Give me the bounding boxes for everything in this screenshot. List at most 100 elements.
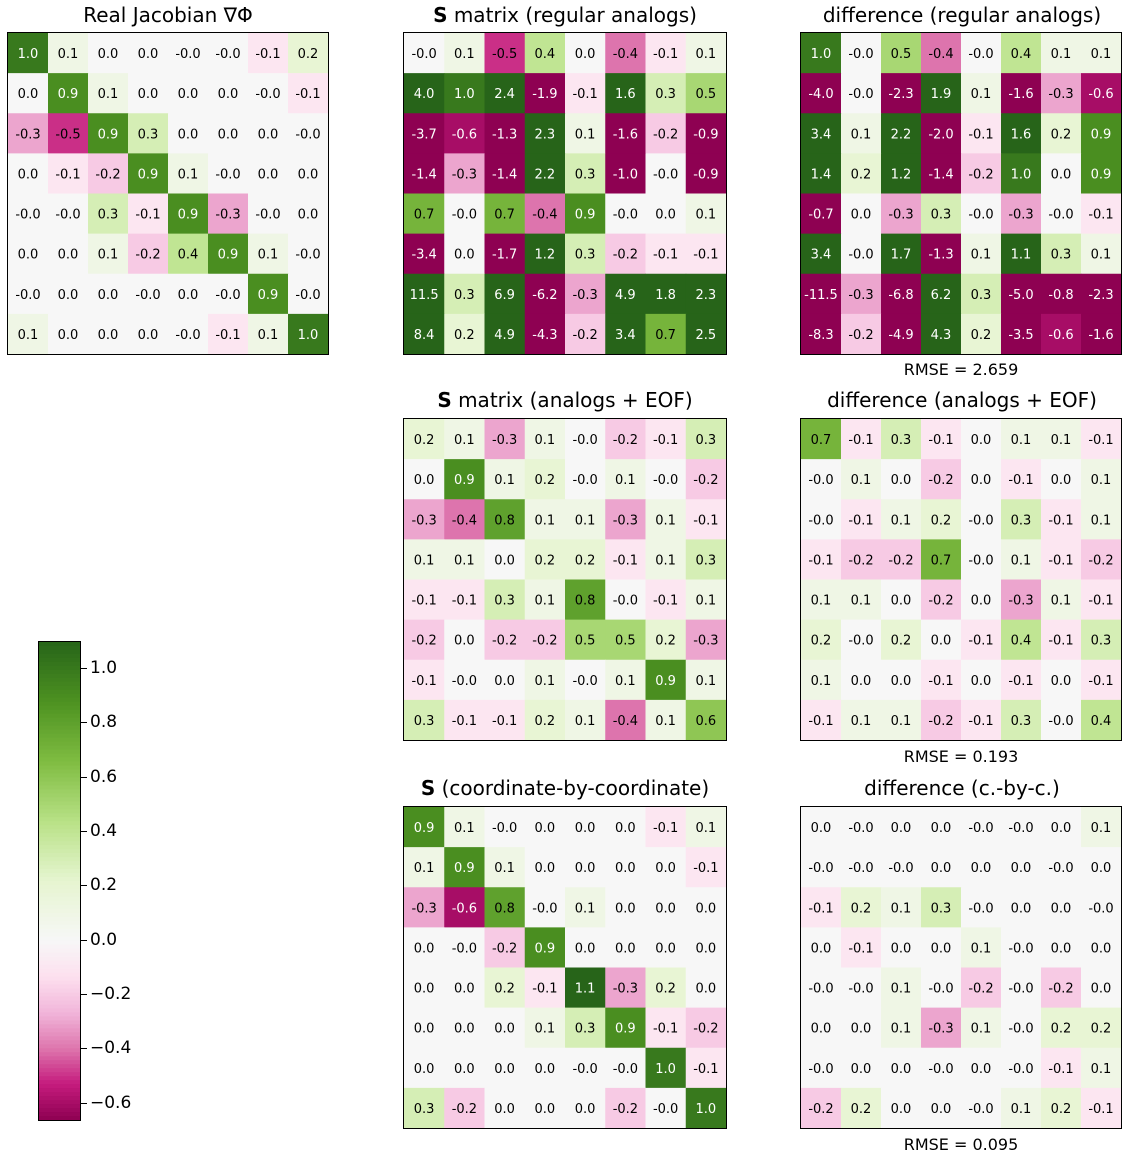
heatmap-cell-label: -4.3 xyxy=(532,328,557,343)
heatmap-cell-label: 0.9 xyxy=(98,127,119,142)
heatmap-cell-label: 0.2 xyxy=(1091,1022,1112,1037)
colorbar xyxy=(38,641,81,1121)
colorbar-band xyxy=(39,1112,80,1117)
heatmap-cell xyxy=(1001,659,1042,701)
heatmap-cell-label: 3.4 xyxy=(811,248,832,263)
heatmap-cell xyxy=(841,193,882,235)
heatmap-cell xyxy=(605,33,646,74)
heatmap-cell xyxy=(248,193,289,235)
heatmap-cell-label: -0.2 xyxy=(492,941,517,956)
heatmap-cell-label: -0.0 xyxy=(215,167,240,182)
heatmap-cell xyxy=(605,313,646,354)
heatmap-cell xyxy=(841,459,882,500)
heatmap-cell-label: 0.0 xyxy=(575,821,596,836)
heatmap-cell-label: -0.0 xyxy=(653,473,678,488)
heatmap-cell-label: 0.0 xyxy=(178,288,199,303)
heatmap-cell xyxy=(88,193,129,235)
heatmap-cell xyxy=(881,73,922,114)
heatmap-cell-label: -4.0 xyxy=(808,87,833,102)
heatmap-cell-label: 1.0 xyxy=(696,1102,717,1117)
heatmap-cell-label: -0.0 xyxy=(808,982,833,997)
heatmap-cell-label: 0.1 xyxy=(891,901,912,916)
heatmap-cell-label: -1.3 xyxy=(928,248,953,263)
heatmap-cell-label: -0.1 xyxy=(295,87,320,102)
heatmap-cell-label: -0.0 xyxy=(452,674,477,689)
colorbar-band xyxy=(39,729,80,735)
heatmap-cell-label: -3.5 xyxy=(1008,328,1033,343)
heatmap-cell-label: -3.4 xyxy=(411,248,436,263)
heatmap-cell xyxy=(881,927,922,968)
heatmap-cell-label: -0.0 xyxy=(255,208,280,223)
heatmap-cell-label: 0.9 xyxy=(1091,167,1112,182)
heatmap-cell-label: -0.1 xyxy=(135,208,160,223)
heatmap-cell xyxy=(645,967,687,1009)
heatmap-cell-label: 2.2 xyxy=(535,167,556,182)
heatmap-cell xyxy=(881,113,922,154)
heatmap-svg: -0.0 0.1 -0.5 0.4 0.0 -0.4 -0.1 0.1 4.0 1.0 2.4 -1.… xyxy=(404,33,726,354)
heatmap-cell-label: -0.0 xyxy=(15,288,40,303)
heatmap-cell-label: -0.1 xyxy=(848,513,873,528)
heatmap-cell-label: -0.1 xyxy=(653,47,678,62)
heatmap-cell xyxy=(1001,579,1042,621)
heatmap-cell xyxy=(801,273,842,315)
heatmap-cell-label: 0.0 xyxy=(575,1102,596,1117)
heatmap-cell xyxy=(248,153,289,194)
heatmap-cell xyxy=(961,1047,1002,1089)
heatmap-cell-label: -0.1 xyxy=(968,634,993,649)
heatmap-cell-label: 0.0 xyxy=(298,208,319,223)
colorbar-band xyxy=(39,1036,80,1041)
heatmap-cell-label: -0.2 xyxy=(135,248,160,263)
heatmap-cell xyxy=(645,233,687,275)
heatmap-cell-label: 0.1 xyxy=(1091,473,1112,488)
heatmap-cell xyxy=(921,273,962,315)
heatmap-cell-label: -0.2 xyxy=(848,553,873,568)
heatmap-cell-label: 0.1 xyxy=(1051,47,1072,62)
heatmap-cell-label: -0.1 xyxy=(848,941,873,956)
heatmap-cell-label: 4.9 xyxy=(494,328,515,343)
heatmap-cell-label: -0.1 xyxy=(808,901,833,916)
heatmap-cell xyxy=(8,193,49,235)
heatmap-cell xyxy=(208,233,249,275)
heatmap-cell xyxy=(128,33,169,74)
heatmap-cell xyxy=(645,459,687,500)
heatmap-cell xyxy=(1001,1087,1042,1128)
colorbar-band xyxy=(39,881,80,886)
heatmap-cell-label: -0.1 xyxy=(693,1062,718,1077)
heatmap-cell xyxy=(565,499,606,540)
rmse-eof: RMSE = 0.193 xyxy=(903,747,1019,766)
heatmap-cell xyxy=(841,73,882,114)
heatmap-cell xyxy=(444,967,485,1009)
heatmap-cell xyxy=(48,313,89,354)
heatmap-cell xyxy=(605,459,646,500)
rmse-regular: RMSE = 2.659 xyxy=(903,360,1019,379)
colorbar-tick-label: 0.0 xyxy=(90,930,118,950)
heatmap-cell-label: -0.1 xyxy=(653,248,678,263)
heatmap-cell-label: -0.1 xyxy=(572,87,597,102)
heatmap-cell xyxy=(1001,539,1042,580)
colorbar-band xyxy=(39,1096,80,1101)
heatmap-cell xyxy=(1081,847,1121,888)
colorbar-band xyxy=(39,697,80,703)
heatmap-cell xyxy=(685,847,726,888)
heatmap-cell xyxy=(961,699,1002,740)
panel-title-s-eof: S matrix (analogs + EOF) xyxy=(437,388,693,412)
heatmap-cell xyxy=(921,1087,962,1128)
colorbar-band xyxy=(39,765,80,771)
heatmap-cell xyxy=(444,233,485,275)
heatmap-cell-label: -0.2 xyxy=(848,328,873,343)
heatmap-cell xyxy=(1041,619,1082,661)
heatmap-cell-label: -0.2 xyxy=(1088,553,1113,568)
heatmap-cell-label: -0.9 xyxy=(693,167,718,182)
heatmap-cell-label: 0.1 xyxy=(575,127,596,142)
colorbar-band xyxy=(39,1052,80,1057)
colorbar-band xyxy=(39,972,80,978)
colorbar-band xyxy=(39,869,80,874)
heatmap-cell-label: 4.3 xyxy=(931,328,952,343)
heatmap-cell xyxy=(645,579,687,621)
heatmap-cell xyxy=(605,1087,646,1128)
colorbar-band xyxy=(39,996,80,1002)
heatmap-cell-label: -0.1 xyxy=(1088,433,1113,448)
heatmap-cell-label: 0.1 xyxy=(18,328,39,343)
heatmap-cell xyxy=(208,73,249,114)
heatmap-cell xyxy=(921,459,962,500)
